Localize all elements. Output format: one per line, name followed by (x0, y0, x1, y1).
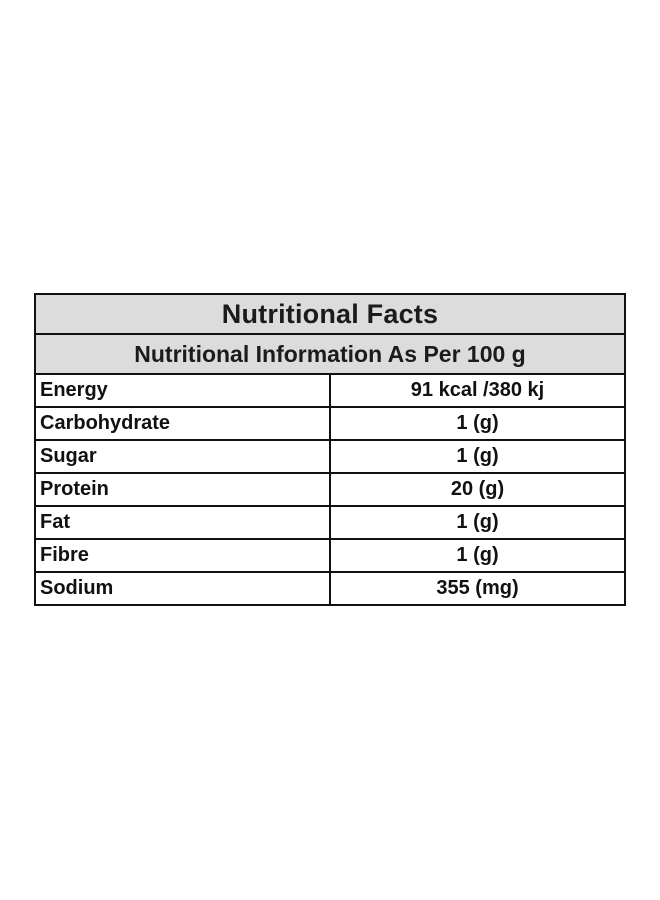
table-row: Energy 91 kcal /380 kj (34, 373, 626, 408)
table-row: Fat 1 (g) (34, 505, 626, 540)
nutrient-value: 1 (g) (329, 439, 626, 474)
nutrient-name: Fibre (34, 538, 331, 573)
table-row: Fibre 1 (g) (34, 538, 626, 573)
nutrient-name: Energy (34, 373, 331, 408)
nutrient-name: Fat (34, 505, 331, 540)
table-row: Sugar 1 (g) (34, 439, 626, 474)
table-subtitle: Nutritional Information As Per 100 g (34, 333, 626, 375)
table-row: Protein 20 (g) (34, 472, 626, 507)
subtitle-row: Nutritional Information As Per 100 g (34, 333, 626, 375)
nutrient-value: 20 (g) (329, 472, 626, 507)
nutrient-value: 1 (g) (329, 505, 626, 540)
nutrient-name: Protein (34, 472, 331, 507)
nutrient-value: 1 (g) (329, 538, 626, 573)
nutrient-value: 91 kcal /380 kj (329, 373, 626, 408)
table-row: Sodium 355 (mg) (34, 571, 626, 606)
table-row: Carbohydrate 1 (g) (34, 406, 626, 441)
title-row: Nutritional Facts (34, 293, 626, 335)
nutrient-value: 355 (mg) (329, 571, 626, 606)
nutrient-name: Carbohydrate (34, 406, 331, 441)
nutrition-facts-table: Nutritional Facts Nutritional Informatio… (34, 293, 626, 606)
nutrient-name: Sodium (34, 571, 331, 606)
nutrient-name: Sugar (34, 439, 331, 474)
table-title: Nutritional Facts (34, 293, 626, 335)
nutrient-value: 1 (g) (329, 406, 626, 441)
